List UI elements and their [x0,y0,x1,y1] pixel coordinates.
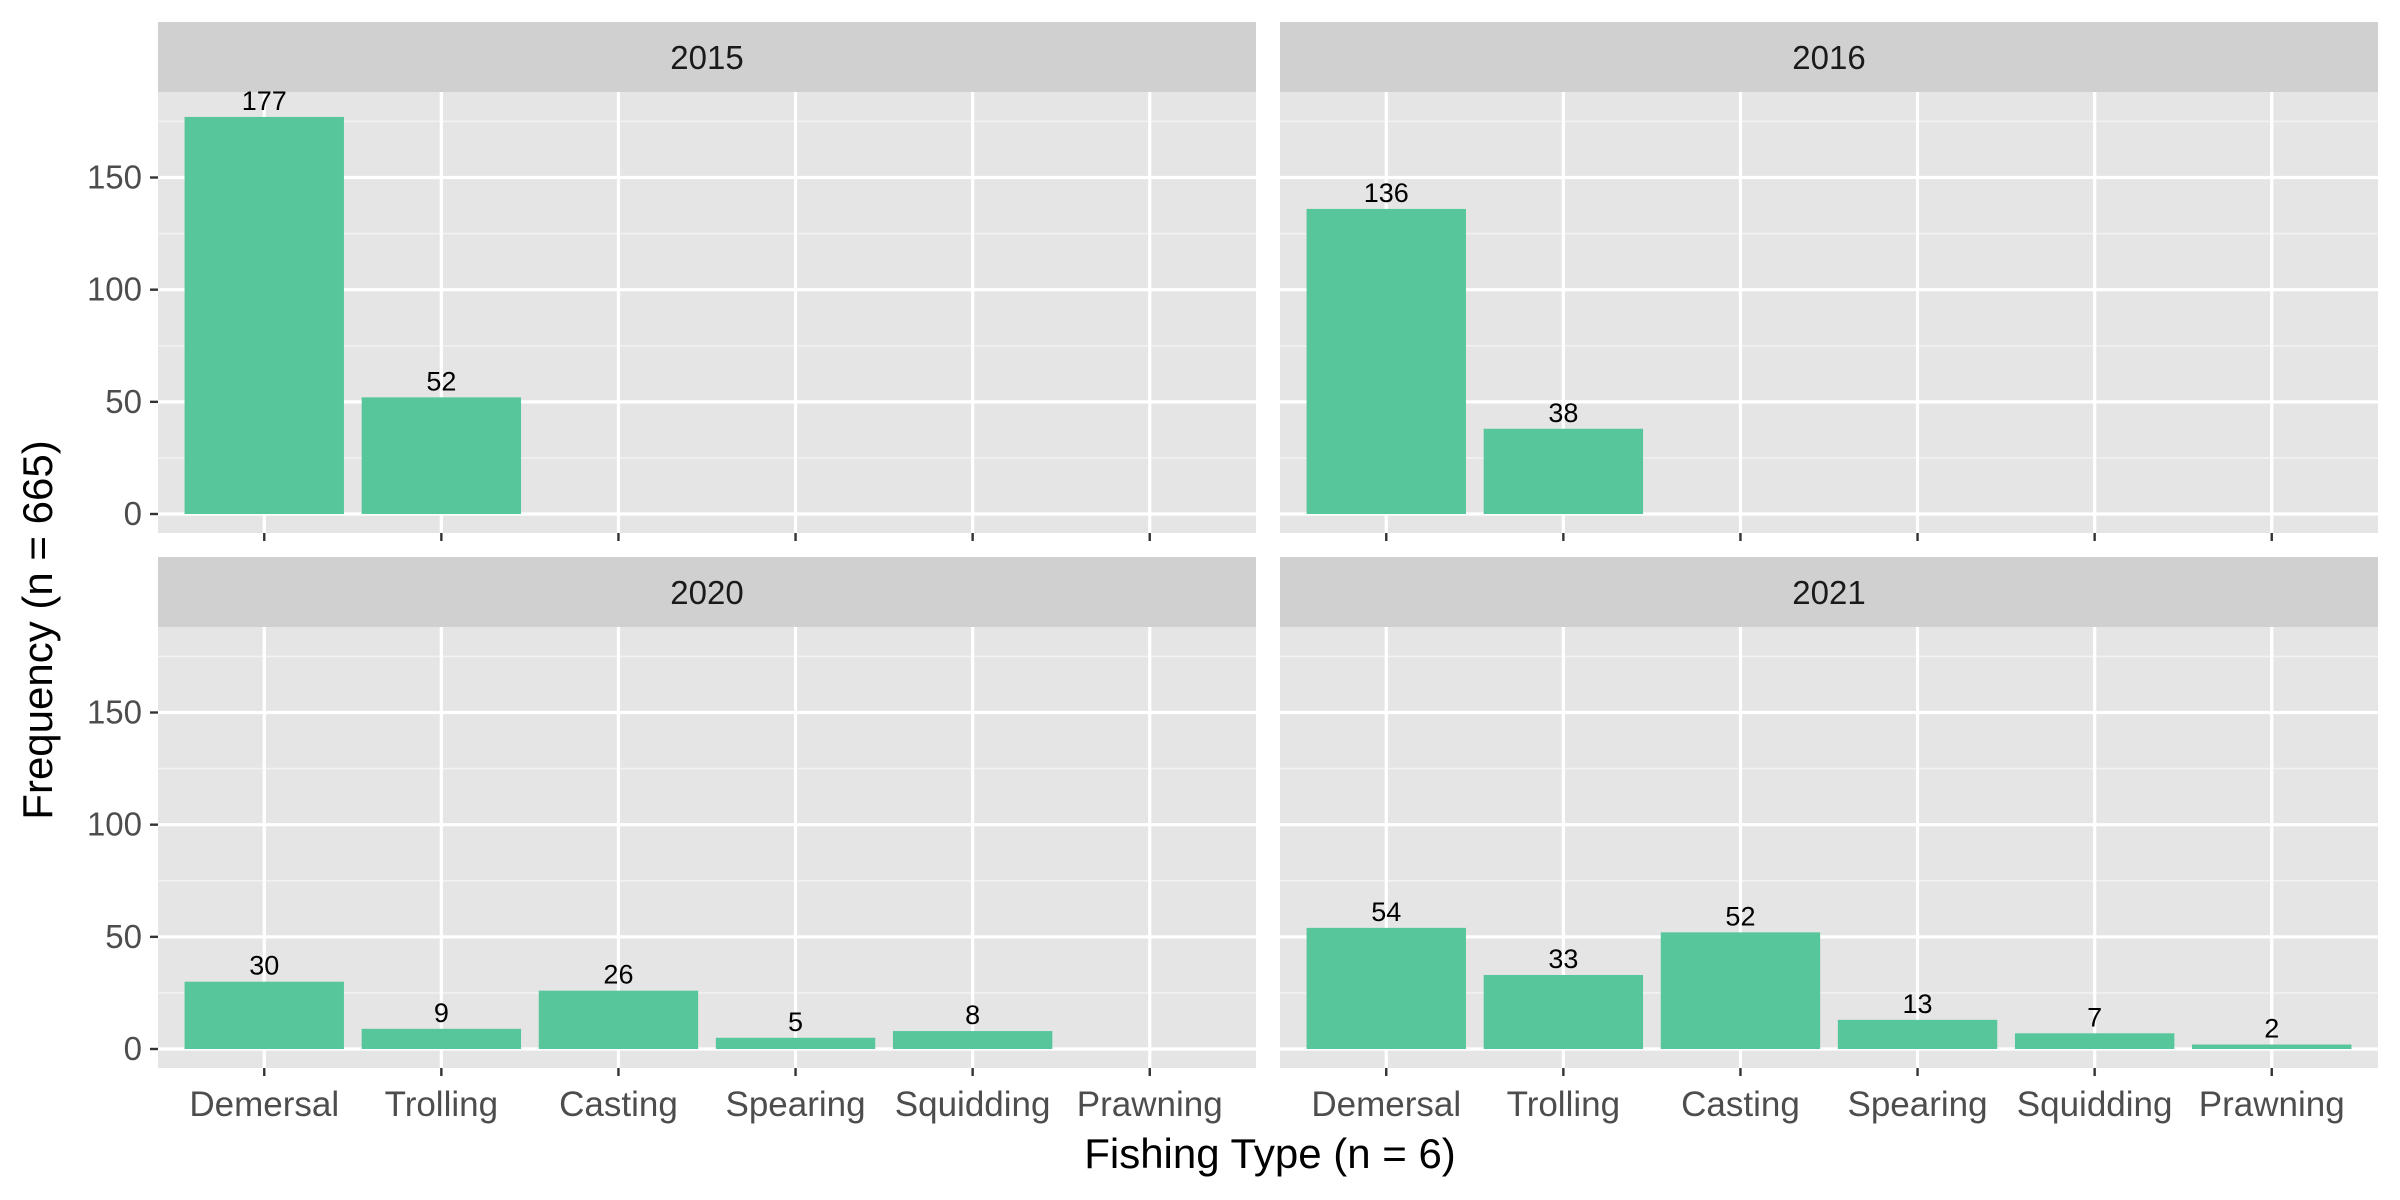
facet-title: 2016 [1792,39,1865,76]
bar-value-label: 38 [1548,398,1578,428]
bar-value-label: 54 [1371,897,1401,927]
bar-value-label: 136 [1364,178,1409,208]
y-tick-label: 0 [124,495,142,532]
y-tick-label: 150 [87,694,142,731]
bar-squidding [892,1031,1053,1049]
bar-value-label: 8 [965,1000,980,1030]
x-tick-label: Prawning [1077,1085,1223,1124]
y-tick-label: 50 [105,383,142,420]
facet-strip [1280,22,2378,92]
bar-value-label: 30 [249,951,279,981]
panel-2015: 2015 177 52 [158,22,1256,533]
bar-demersal [184,981,344,1049]
bar-spearing [715,1037,876,1049]
bar-value-label: 177 [242,86,287,116]
facet-strip [158,22,1256,92]
facet-strip [158,557,1256,627]
x-tick-label: Spearing [1847,1085,1987,1124]
bar-value-label: 9 [434,998,449,1028]
bar-value-label: 7 [2087,1002,2102,1032]
y-tick-label: 50 [105,918,142,955]
bar-value-label: 5 [788,1007,803,1037]
facet-title: 2020 [670,574,743,611]
facet-strip [1280,557,2378,627]
x-tick-label: Demersal [189,1085,339,1124]
y-tick-label: 100 [87,271,142,308]
bar-value-label: 26 [603,960,633,990]
x-tick-label: Trolling [385,1085,498,1124]
x-tick-label: Spearing [725,1085,865,1124]
bar-demersal [1306,927,1466,1049]
x-tick-label: Prawning [2199,1085,2345,1124]
bar-value-label: 33 [1548,944,1578,974]
y-axis: 0 50 100 150 0 50 100 150 [87,159,158,1067]
x-tick-label: Squidding [2017,1085,2173,1124]
bar-value-label: 52 [1725,901,1755,931]
bar-demersal [184,116,344,514]
x-tick-label: Casting [1681,1085,1800,1124]
bar-trolling [1483,428,1644,514]
y-tick-label: 150 [87,159,142,196]
bar-squidding [2014,1033,2175,1049]
y-tick-label: 100 [87,806,142,843]
panel-2021: 2021 54 33 52 13 7 2 [1280,557,2378,1068]
bar-trolling [361,1028,522,1049]
x-axis: Demersal Trolling Casting Spearing Squidding… [189,533,2345,1124]
x-axis-title: Fishing Type (n = 6) [1084,1130,1456,1177]
bar-trolling [1483,974,1644,1049]
x-tick-label: Casting [559,1085,678,1124]
bar-casting [538,990,699,1049]
y-axis-title: Frequency (n = 665) [14,440,61,819]
bar-value-label: 2 [2264,1014,2279,1044]
facet-title: 2021 [1792,574,1865,611]
bar-spearing [1837,1019,1998,1049]
x-tick-label: Demersal [1311,1085,1461,1124]
panels: 2015 177 52 2016 136 38 2020 30 9 26 5 8 2021 54 33 52 1… [158,22,2378,1068]
bar-demersal [1306,208,1466,514]
x-tick-label: Squidding [895,1085,1051,1124]
bar-value-label: 13 [1903,989,1933,1019]
y-tick-label: 0 [124,1030,142,1067]
facet-title: 2015 [670,39,743,76]
bar-trolling [361,397,522,514]
panel-2020: 2020 30 9 26 5 8 [158,557,1256,1068]
bar-prawning [2192,1044,2352,1049]
bar-casting [1660,932,1821,1049]
panel-2016: 2016 136 38 [1280,22,2378,533]
bar-value-label: 52 [426,366,456,396]
x-tick-label: Trolling [1507,1085,1620,1124]
